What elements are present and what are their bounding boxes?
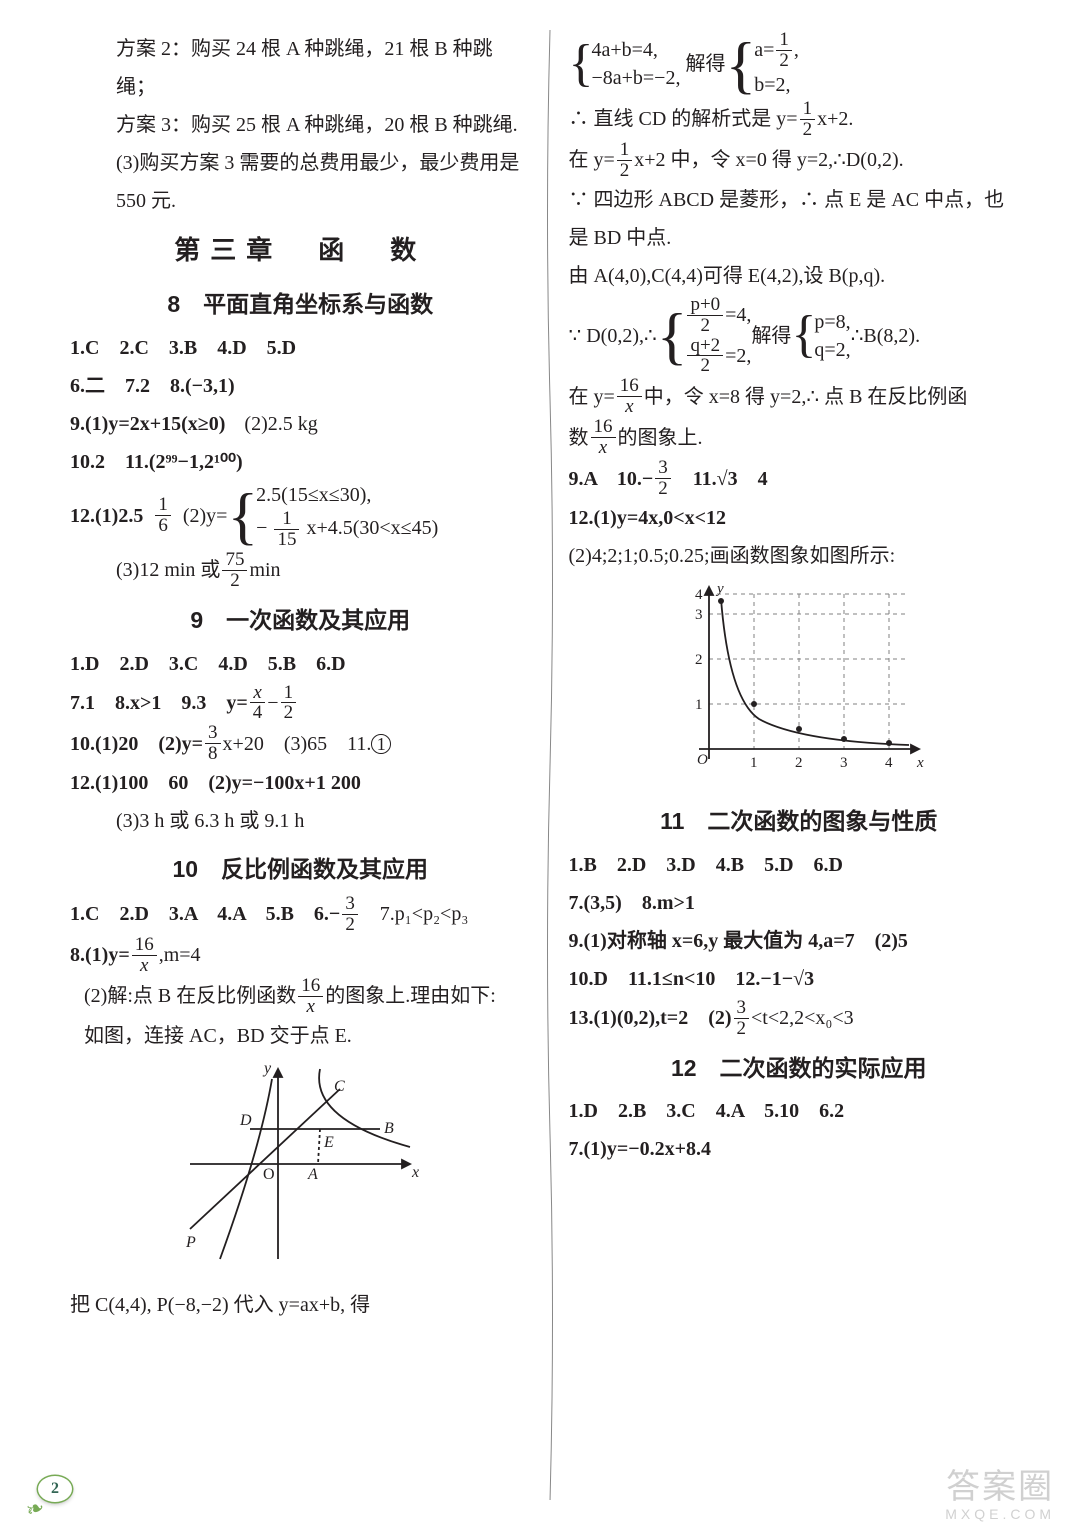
answers-line: 1.C 2.D 3.A 4.A 5.B 6.− 32 7.p₁<p₂<p₃ [70,894,531,935]
answers-line: 1.D 2.B 3.C 4.A 5.10 6.2 [569,1092,1030,1130]
section-heading-12: 12 二次函数的实际应用 [569,1047,1030,1091]
page-number: 2 [38,1476,72,1502]
answers-line: 6.二 7.2 8.(−3,1) [70,367,531,405]
svg-text:2: 2 [795,755,803,771]
text: 在 y= 16x 中，令 x=8 得 y=2,∴ 点 B 在反比例函 [569,376,1030,417]
svg-text:1: 1 [750,755,758,771]
answers-line: 9.(1)对称轴 x=6,y 最大值为 4,a=7 (2)5 [569,922,1030,960]
text: 数 16x 的图象上. [569,417,1030,458]
answers-line: 10.D 11.1≤n<10 12.−1−√3 [569,960,1030,998]
answers-line: 9.A 10.− 32 11.√3 4 [569,458,1030,499]
answers-line: (3)12 min 或 752 min [70,550,531,591]
text: ∴ 直线 CD 的解析式是 y= 12 x+2. [569,99,1030,140]
equation-system: { 4a+b=4, −8a+b=−2, 解得 { a= 12 , b=2, [569,30,1030,99]
answers-line: 10.2 11.(2⁹⁹−1,2¹⁰⁰) [70,443,531,481]
answers-line: 1.B 2.D 3.D 4.B 5.D 6.D [569,846,1030,884]
chapter-heading: 第三章 函 数 [70,226,531,275]
section-heading-8: 8 平面直角坐标系与函数 [70,283,531,327]
svg-text:4: 4 [695,587,703,603]
page-number-badge: 2 ❧ [30,1472,74,1516]
svg-text:O: O [263,1166,275,1183]
section-heading-10: 10 反比例函数及其应用 [70,848,531,892]
page: 方案 2：购买 24 根 A 种跳绳，21 根 B 种跳绳； 方案 3：购买 2… [0,0,1069,1536]
text: 在 y= 12 x+2 中，令 x=0 得 y=2,∴D(0,2). [569,140,1030,181]
left-column: 方案 2：购买 24 根 A 种跳绳，21 根 B 种跳绳； 方案 3：购买 2… [70,30,531,1526]
svg-text:B: B [384,1120,394,1137]
svg-text:3: 3 [695,607,703,623]
section-heading-11: 11 二次函数的图象与性质 [569,800,1030,844]
text: 方案 3：购买 25 根 A 种跳绳，20 根 B 种跳绳. [70,106,531,144]
svg-text:P: P [185,1234,196,1251]
answers-line: 9.(1)y=2x+15(x≥0) (2)2.5 kg [70,405,531,443]
answers-line: 7.(3,5) 8.m>1 [569,884,1030,922]
text: 550 元. [70,182,531,220]
piecewise: { 2.5(15≤x≤30), − 115 x+4.5(30<x≤45) [227,481,438,550]
figure-curve: O 1 2 3 4 1 2 3 4 x y [569,579,1030,792]
svg-text:3: 3 [840,755,848,771]
text: 方案 2：购买 24 根 A 种跳绳，21 根 B 种跳绳； [70,30,531,106]
text: 如图，连接 AC，BD 交于点 E. [70,1017,531,1055]
svg-text:D: D [239,1112,252,1129]
column-divider [543,30,557,1526]
figure-hyperbola: x y O A B C D E P [70,1059,531,1282]
svg-text:E: E [323,1134,334,1151]
circled-number-icon: 1 [371,734,391,754]
text: ∵ 四边形 ABCD 是菱形，∴ 点 E 是 AC 中点，也 [569,181,1030,219]
svg-text:x: x [411,1164,419,1181]
answers-line: 13.(1)(0,2),t=2 (2) 32 <t<2,2<x₀<3 [569,998,1030,1039]
svg-text:1: 1 [695,697,703,713]
text: (2)4;2;1;0.5;0.25;画函数图象如图所示: [569,537,1030,575]
answers-line: (2)解:点 B 在反比例函数 16x 的图象上.理由如下: [70,976,531,1017]
watermark: 答案圈 MXQE.COM [945,1469,1055,1522]
answers-line: 7.1 8.x>1 9.3 y= x4 − 12 [70,683,531,724]
text: (3)购买方案 3 需要的总费用最少，最少费用是 [70,144,531,182]
answers-line: 12.(1)100 60 (2)y=−100x+1 200 [70,764,531,802]
svg-text:O: O [697,752,708,768]
svg-text:4: 4 [885,755,893,771]
section-heading-9: 9 一次函数及其应用 [70,599,531,643]
equation-system: ∵ D(0,2),∴ { p+02 =4, q+22 =2, 解得 { p=8, [569,295,1030,377]
right-column: { 4a+b=4, −8a+b=−2, 解得 { a= 12 , b=2, ∴ … [569,30,1030,1526]
answers-line: 12.(1)2.5 16 (2)y= { 2.5(15≤x≤30), − 115… [70,481,531,550]
svg-text:y: y [715,581,724,597]
text: 把 C(4,4), P(−8,−2) 代入 y=ax+b, 得 [70,1286,531,1324]
svg-text:2: 2 [695,652,703,668]
answers-line: (3)3 h 或 6.3 h 或 9.1 h [70,802,531,840]
answers-line: 1.C 2.C 3.B 4.D 5.D [70,329,531,367]
svg-text:A: A [307,1166,318,1183]
svg-text:x: x [916,755,924,771]
text: 由 A(4,0),C(4,4)可得 E(4,2),设 B(p,q). [569,257,1030,295]
svg-text:y: y [262,1060,272,1077]
answers-line: 8.(1)y= 16x ,m=4 [70,935,531,976]
answers-line: 7.(1)y=−0.2x+8.4 [569,1130,1030,1168]
answers-line: 10.(1)20 (2)y= 38 x+20 (3)65 11.1 [70,723,531,764]
answers-line: 12.(1)y=4x,0<x<12 [569,499,1030,537]
svg-text:C: C [334,1078,345,1095]
answers-line: 1.D 2.D 3.C 4.D 5.B 6.D [70,645,531,683]
text: 是 BD 中点. [569,219,1030,257]
